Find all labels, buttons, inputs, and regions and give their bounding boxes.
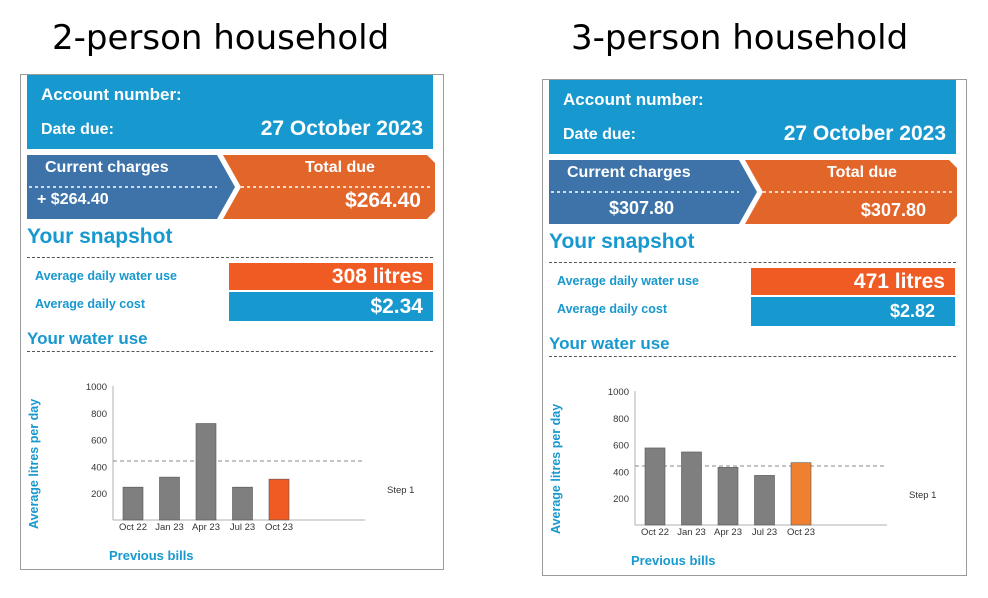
step-label: Step 1: [387, 485, 414, 496]
bill-panel-3-person: Account number: Date due: 27 October 202…: [542, 79, 967, 576]
y-tick-label: 800: [91, 409, 107, 420]
account-number-label: Account number:: [41, 85, 182, 104]
x-tick-label: Apr 23: [192, 522, 220, 533]
step-label: Step 1: [909, 490, 936, 501]
charges-banner: Current charges + $264.40 Total due $264…: [27, 155, 435, 219]
bar-oct-22: [122, 486, 144, 521]
bar-jul-23: [754, 475, 775, 526]
household-title-2-person: 2-person household: [52, 18, 390, 58]
y-tick-label: 200: [613, 494, 629, 505]
bar-jan-23: [159, 476, 180, 521]
household-title-3-person: 3-person household: [571, 18, 909, 58]
date-due-value: 27 October 2023: [260, 117, 423, 140]
account-number-label: Account number:: [563, 90, 704, 109]
water-use-heading: Your water use: [549, 334, 956, 357]
date-due-label: Date due:: [563, 126, 636, 143]
total-due-label: Total due: [827, 164, 897, 181]
x-tick-label: Oct 23: [787, 527, 815, 538]
daily-water-use-value: 308 litres: [229, 263, 433, 290]
current-charges-label: Current charges: [567, 164, 691, 181]
account-box: Account number: Date due: 27 October 202…: [27, 75, 433, 149]
water-use-heading: Your water use: [27, 329, 433, 352]
current-charges-value: $307.80: [609, 198, 675, 218]
x-tick-label: Jul 23: [752, 527, 777, 538]
snapshot-heading: Your snapshot: [549, 230, 956, 263]
date-due-label: Date due:: [41, 121, 114, 138]
total-due-value: $307.80: [860, 200, 926, 220]
current-charges-label: Current charges: [45, 159, 169, 176]
chart-y-axis-label: Average litres per day: [27, 398, 41, 529]
bar-oct-23: [790, 462, 812, 526]
chart-y-axis-label: Average litres per day: [549, 403, 563, 534]
x-tick-label: Jul 23: [230, 522, 255, 533]
x-tick-label: Jan 23: [155, 522, 184, 533]
current-charges-value: + $264.40: [37, 191, 109, 208]
x-tick-label: Oct 22: [119, 522, 147, 533]
x-tick-label: Apr 23: [714, 527, 742, 538]
x-tick-label: Oct 23: [265, 522, 293, 533]
bar-apr-23: [717, 467, 739, 526]
y-tick-label: 600: [91, 436, 107, 447]
y-tick-label: 1000: [608, 387, 629, 398]
bar-oct-23: [268, 478, 290, 521]
y-tick-label: 1000: [86, 382, 107, 393]
bar-apr-23: [195, 423, 217, 521]
chart-x-axis-label: Previous bills: [631, 553, 716, 568]
daily-cost-label: Average daily cost: [557, 302, 668, 316]
bar-jul-23: [232, 486, 253, 521]
daily-cost-value: $2.34: [229, 292, 433, 321]
bar-jan-23: [681, 451, 702, 526]
bar-oct-22: [644, 447, 666, 526]
water-use-chart: 200 400 600 800 1000 Step 1 Oct 22 Jan 23 Apr 23…: [86, 382, 415, 533]
charges-banner-shapes: [27, 155, 435, 219]
date-due-value: 27 October 2023: [783, 122, 946, 145]
account-box: Account number: Date due: 27 October 202…: [549, 80, 956, 154]
y-tick-label: 800: [613, 414, 629, 425]
total-due-value: $264.40: [345, 189, 421, 212]
daily-water-use-label: Average daily water use: [557, 274, 699, 288]
x-tick-label: Jan 23: [677, 527, 706, 538]
total-due-label: Total due: [305, 159, 375, 176]
chart-x-axis-label: Previous bills: [109, 548, 194, 563]
y-tick-label: 200: [91, 489, 107, 500]
daily-water-use-label: Average daily water use: [35, 269, 177, 283]
y-tick-label: 600: [613, 441, 629, 452]
charges-banner: Current charges $307.80 Total due $307.8…: [549, 160, 957, 224]
y-tick-label: 400: [613, 467, 629, 478]
daily-water-use-value: 471 litres: [751, 268, 955, 295]
water-use-chart: 200 400 600 800 1000 Step 1 Oct 22 Jan 23 Apr 23…: [608, 387, 937, 538]
y-tick-label: 400: [91, 462, 107, 473]
charges-banner-shapes: [549, 160, 957, 224]
snapshot-heading: Your snapshot: [27, 225, 433, 258]
bill-panel-2-person: Account number: Date due: 27 October 202…: [20, 74, 444, 570]
daily-cost-value: $2.82: [751, 297, 955, 326]
x-tick-label: Oct 22: [641, 527, 669, 538]
daily-cost-label: Average daily cost: [35, 297, 146, 311]
